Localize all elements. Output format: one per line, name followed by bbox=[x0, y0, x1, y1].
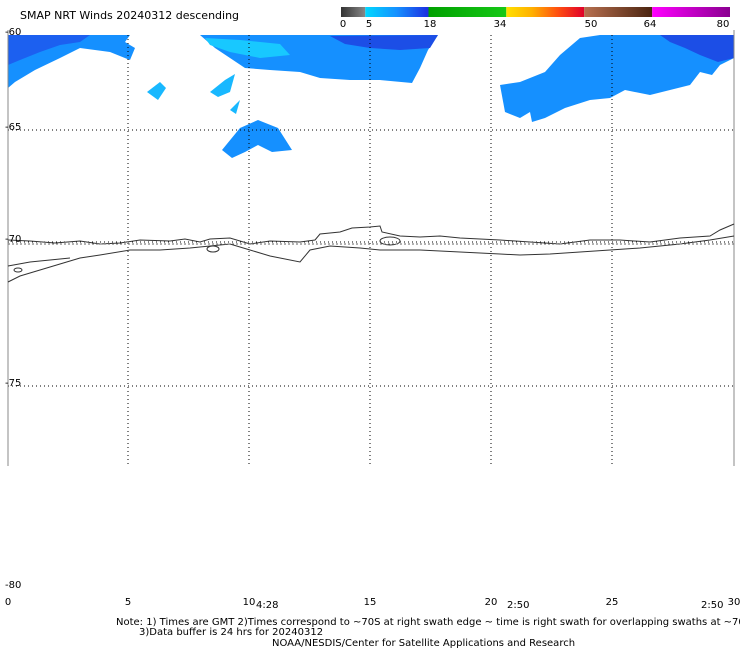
wind-speed-colorbar bbox=[341, 7, 730, 17]
lon-label: 20 bbox=[484, 597, 498, 608]
lon-label: 30 bbox=[727, 597, 740, 608]
wind-patch-right bbox=[500, 35, 734, 122]
wind-patch-small-c bbox=[230, 100, 240, 114]
antarctic-coastline bbox=[7, 223, 735, 283]
wind-patch-right-dark bbox=[660, 35, 734, 62]
colorbar-label: 5 bbox=[365, 19, 373, 30]
lon-label: 25 bbox=[605, 597, 619, 608]
note-line-2: 3)Data buffer is 24 hrs for 20240312 bbox=[139, 627, 324, 638]
colorbar-label: 80 bbox=[716, 19, 730, 30]
lat-label: -70 bbox=[5, 234, 22, 245]
swath-time-label: 2:50 bbox=[701, 600, 724, 611]
colorbar-label: 50 bbox=[584, 19, 598, 30]
wind-patch-small-a bbox=[147, 82, 166, 100]
wind-patch-left-dark bbox=[8, 35, 90, 65]
note-line-1: Note: 1) Times are GMT 2)Times correspon… bbox=[116, 617, 740, 628]
lon-label: 15 bbox=[363, 597, 377, 608]
swath-time-label: 4:28 bbox=[256, 600, 279, 611]
lat-label: -75 bbox=[5, 378, 22, 389]
lat-label: -80 bbox=[5, 580, 22, 591]
wind-patch-small-b bbox=[210, 74, 235, 97]
wind-patch-center-dark bbox=[330, 35, 438, 50]
graticule bbox=[8, 35, 734, 465]
colorbar-label: 34 bbox=[493, 19, 507, 30]
wind-swath-layer bbox=[8, 35, 734, 158]
wind-patch-center-light bbox=[205, 38, 290, 58]
lat-label: -60 bbox=[5, 27, 22, 38]
wind-patch-lower bbox=[222, 120, 292, 158]
note-credit: NOAA/NESDIS/Center for Satellite Applica… bbox=[272, 638, 576, 649]
colorbar-label: 0 bbox=[339, 19, 347, 30]
lon-label: 5 bbox=[124, 597, 132, 608]
colorbar-label: 64 bbox=[643, 19, 657, 30]
lat-label: -65 bbox=[5, 122, 22, 133]
lon-label: 10 bbox=[242, 597, 256, 608]
lon-label: 0 bbox=[4, 597, 12, 608]
colorbar-label: 18 bbox=[423, 19, 437, 30]
swath-time-label: 2:50 bbox=[507, 600, 530, 611]
map-title: SMAP NRT Winds 20240312 descending bbox=[20, 9, 240, 22]
